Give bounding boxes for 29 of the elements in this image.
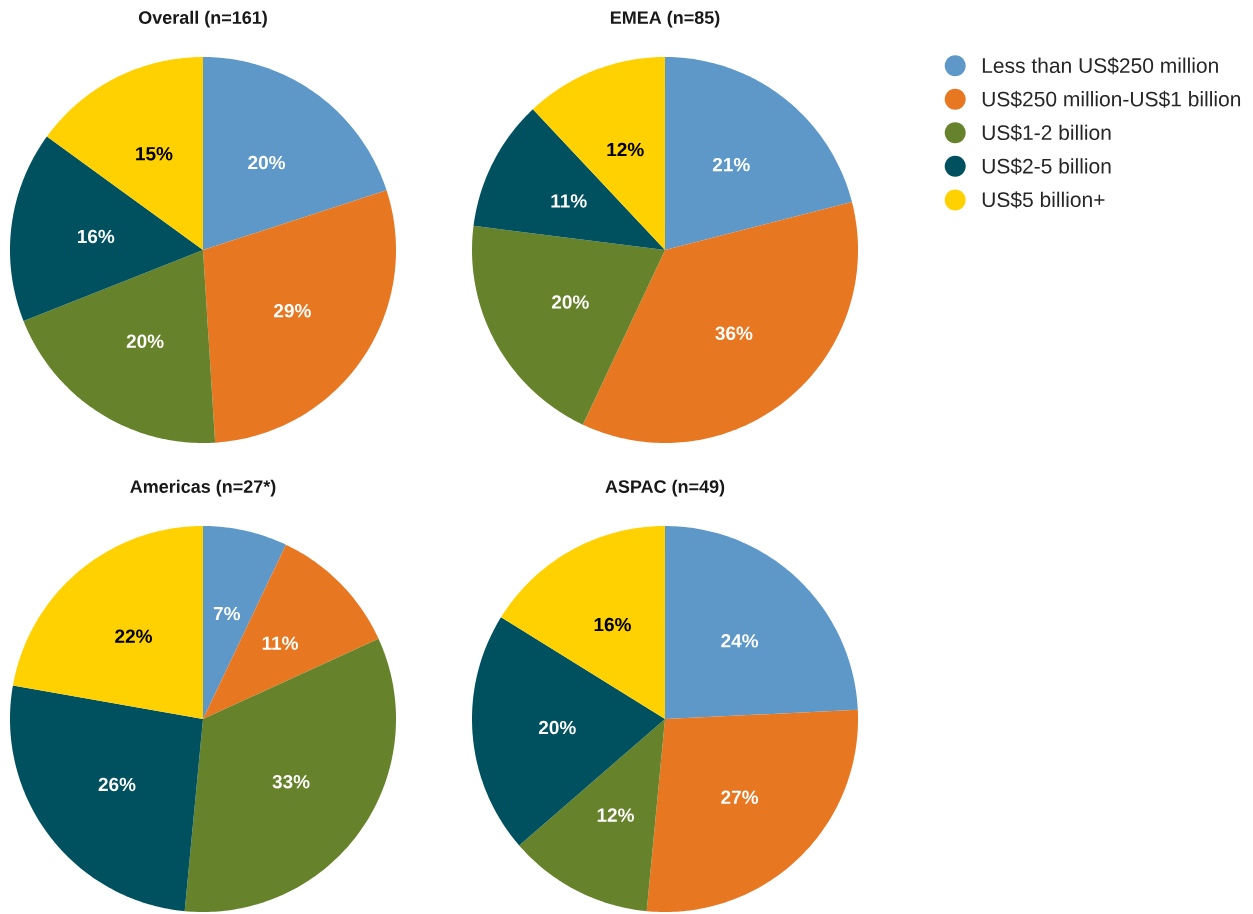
data-label: 16%: [77, 229, 115, 244]
legend-label: US$1-2 billion: [982, 124, 1111, 142]
data-label: 20%: [248, 155, 286, 170]
data-label: 20%: [126, 334, 164, 348]
data-label: 29%: [274, 304, 311, 318]
data-label: 24%: [721, 634, 759, 648]
legend-label: US$5 billion+: [982, 191, 1105, 209]
data-label: 11%: [262, 636, 299, 650]
chart-title: ASPAC (n=49): [605, 479, 725, 497]
legend-label: US$2-5 billion: [982, 157, 1111, 175]
data-label: 7%: [213, 606, 241, 621]
data-label: 20%: [538, 720, 576, 735]
chart-title: EMEA (n=85): [610, 10, 720, 28]
data-label: 26%: [98, 777, 136, 792]
data-label: 12%: [597, 808, 634, 822]
data-label: 22%: [115, 629, 153, 643]
data-label: 15%: [136, 147, 173, 161]
chart-title: Overall (n=161): [138, 10, 267, 28]
data-label: 36%: [715, 326, 753, 341]
data-label: 33%: [272, 774, 310, 789]
data-label: 12%: [607, 142, 644, 157]
legend-label: Less than US$250 million: [982, 57, 1218, 75]
data-label: 16%: [594, 617, 631, 632]
data-label: 21%: [712, 157, 750, 172]
data-label: 27%: [721, 790, 759, 804]
data-label: 11%: [551, 194, 587, 208]
chart-title: Americas (n=27*): [130, 479, 276, 497]
data-label: 20%: [551, 295, 589, 309]
legend-label: US$250 million-US$1 billion: [982, 90, 1241, 108]
